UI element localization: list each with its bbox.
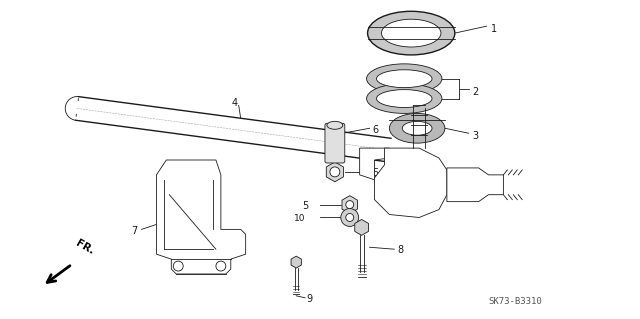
Text: 3: 3 [473,131,479,141]
Ellipse shape [403,121,432,135]
Text: 9: 9 [306,294,312,304]
Ellipse shape [381,19,441,47]
Text: 5: 5 [372,168,379,178]
Text: 1: 1 [490,24,497,34]
Circle shape [330,167,340,177]
Text: 6: 6 [372,125,379,135]
Text: 5: 5 [302,201,308,211]
Text: 10: 10 [294,214,306,223]
Circle shape [346,201,354,209]
Ellipse shape [376,70,432,88]
Ellipse shape [327,121,343,129]
Circle shape [346,213,354,221]
Polygon shape [291,256,301,268]
Circle shape [173,261,183,271]
Text: 8: 8 [397,245,403,255]
Text: 2: 2 [473,86,479,97]
Ellipse shape [367,11,455,55]
Ellipse shape [376,90,432,108]
Polygon shape [342,196,358,213]
Ellipse shape [367,84,442,114]
Polygon shape [326,162,344,182]
Text: 4: 4 [232,98,238,108]
Polygon shape [447,168,504,202]
Ellipse shape [367,64,442,93]
Circle shape [341,209,358,226]
Text: FR.: FR. [74,238,96,256]
Polygon shape [360,148,389,180]
Circle shape [216,261,226,271]
Polygon shape [355,219,369,235]
Text: 7: 7 [132,226,138,236]
Polygon shape [156,160,246,274]
FancyBboxPatch shape [325,123,345,163]
Ellipse shape [389,114,445,143]
Text: SK73-B3310: SK73-B3310 [488,297,542,306]
Polygon shape [374,148,447,218]
